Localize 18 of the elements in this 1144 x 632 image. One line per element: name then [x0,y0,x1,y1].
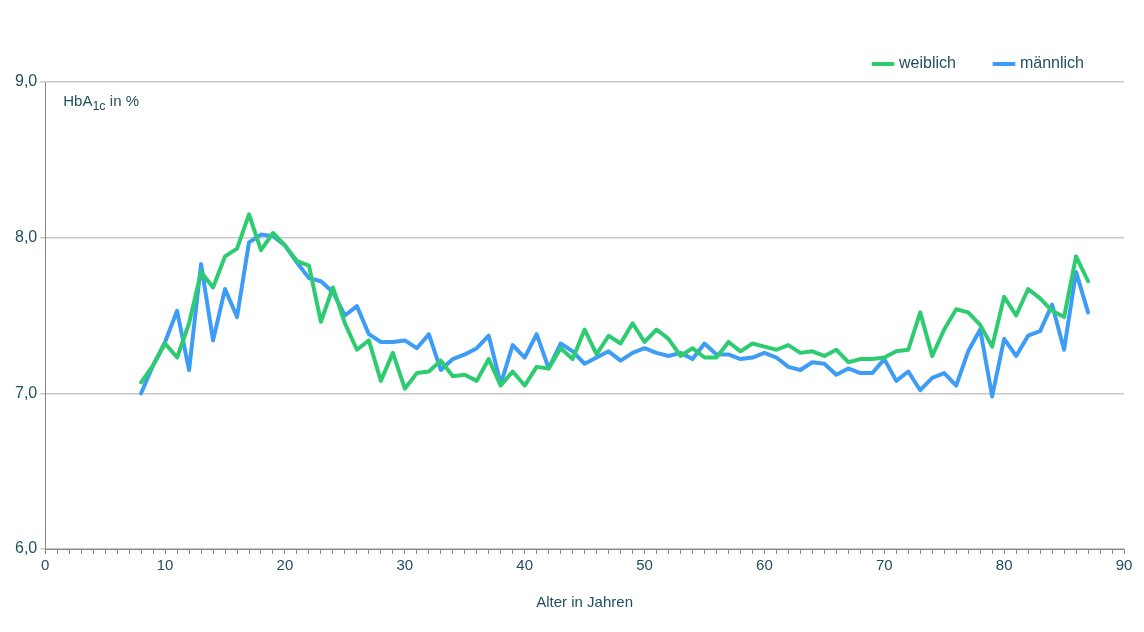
y-axis-title: HbA$_{1c}$ in % [63,92,139,113]
y-tick-label: 6,0 [14,539,38,557]
legend-label: männlich [1019,54,1084,72]
x-tick-label: 50 [636,556,653,574]
y-tick-label: 7,0 [14,383,38,401]
x-tick-label: 10 [156,556,174,574]
x-tick-label: 60 [756,556,773,574]
x-tick-label: 70 [875,556,893,574]
y-tick-label: 9,0 [14,72,38,90]
x-tick-label: 20 [276,556,294,574]
x-tick-label: 90 [1115,556,1133,574]
x-tick-label: 30 [396,556,414,574]
x-tick-label: 0 [41,556,50,574]
x-tick-label: 40 [516,556,534,574]
legend-label: weiblich [898,54,956,72]
y-tick-label: 8,0 [14,228,38,246]
x-tick-label: 80 [995,556,1013,574]
x-axis-title: Alter in Jahren [536,593,633,611]
